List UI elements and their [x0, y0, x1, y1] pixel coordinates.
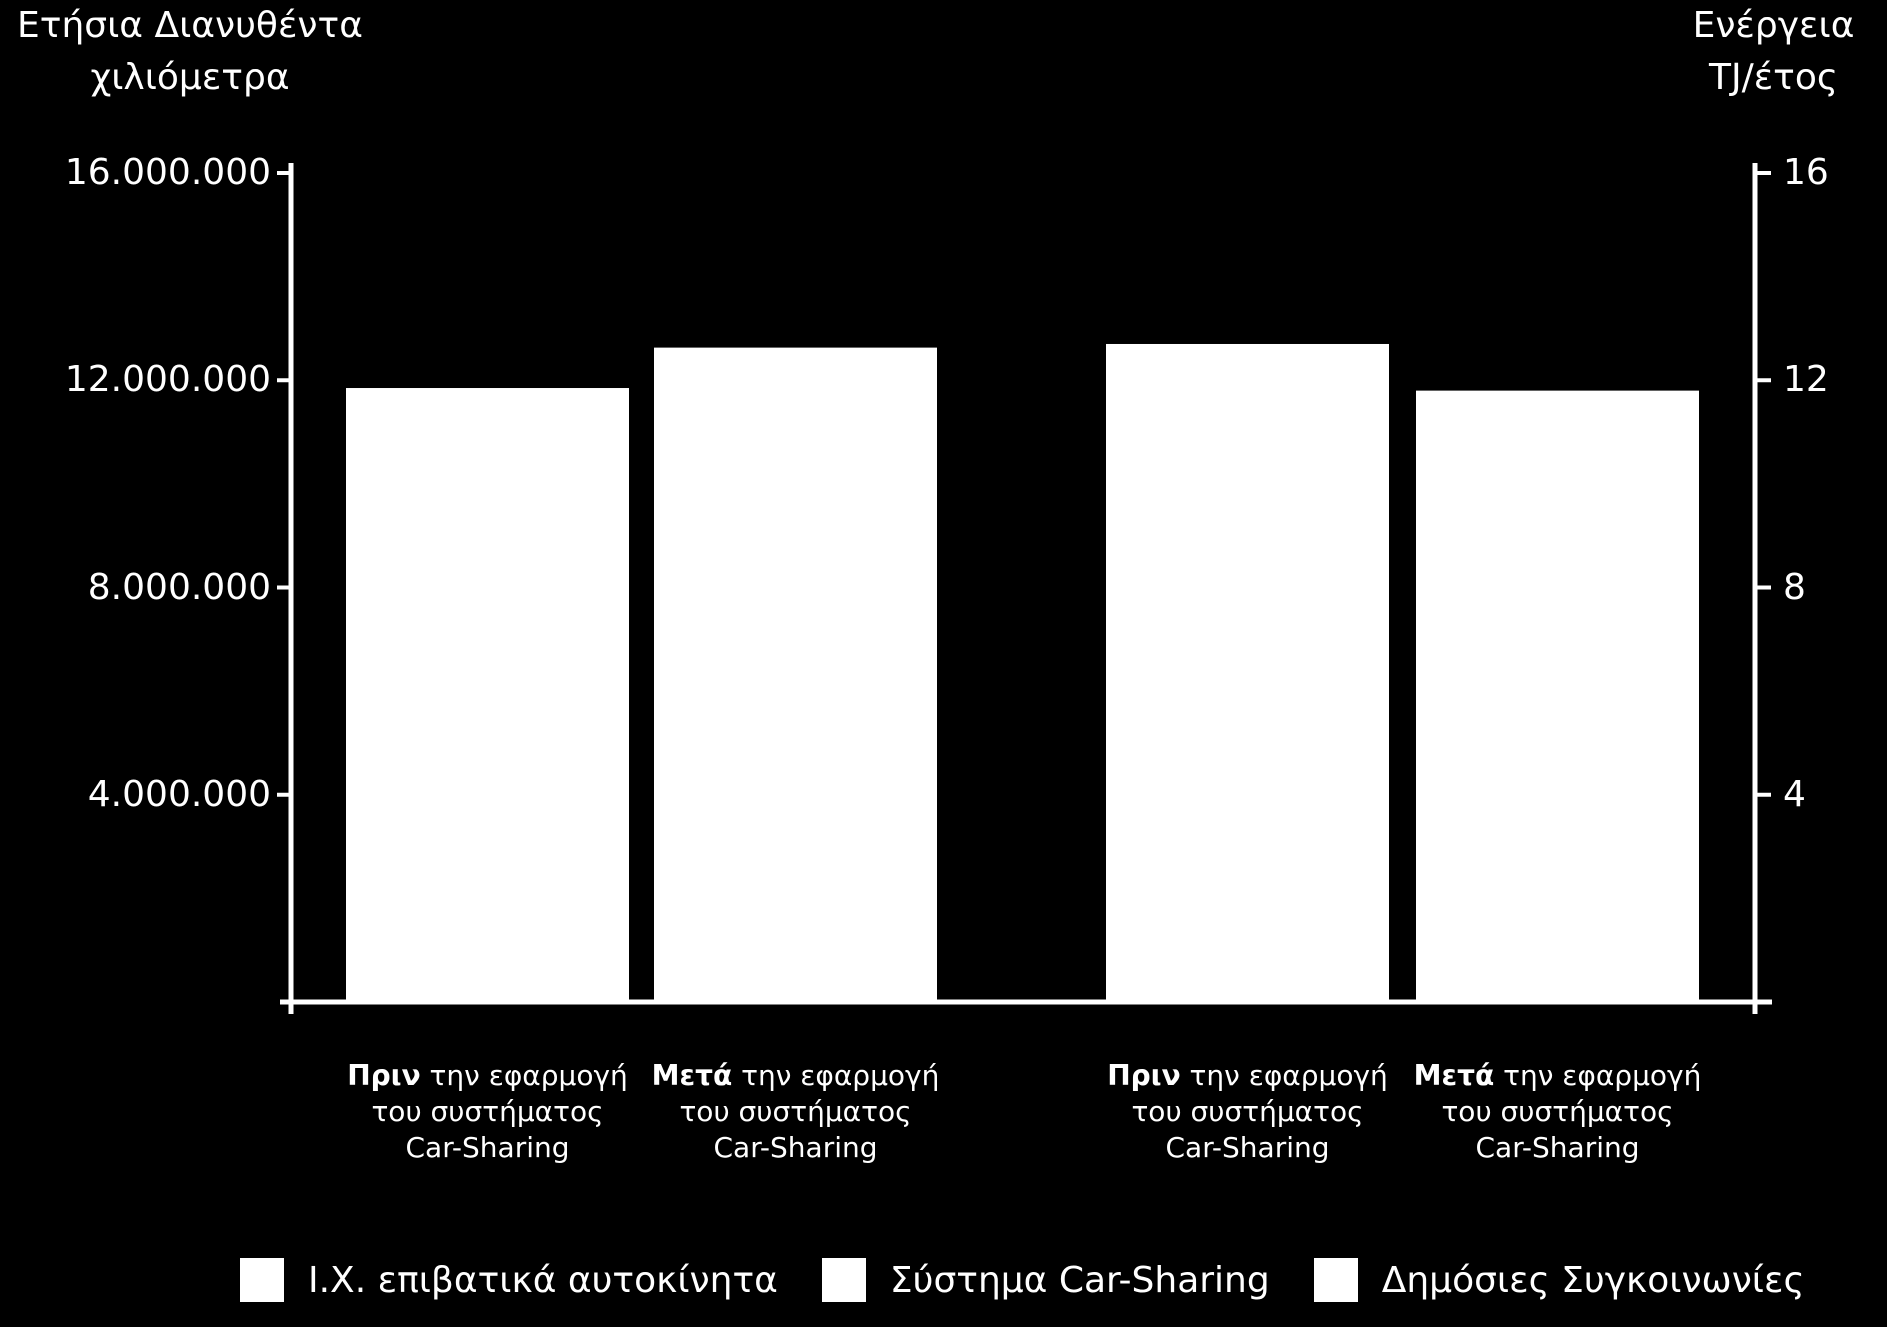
category-label-bold: Πριν: [1107, 1059, 1181, 1092]
category-label-text: την εφαρμογή: [420, 1059, 628, 1092]
bar: [1106, 343, 1389, 1002]
category-label: Πριν την εφαρμογή του συστήματος Car-Sha…: [318, 1058, 658, 1166]
left-axis-tick-label: 8.000.000: [87, 566, 271, 608]
legend-label: Ι.Χ. επιβατικά αυτοκίνητα: [308, 1259, 778, 1301]
right-axis-tick-label: 4: [1783, 773, 1806, 815]
legend-swatch: [1313, 1258, 1358, 1302]
category-label-bold: Πριν: [347, 1059, 421, 1092]
category-label-text: την εφαρμογή: [732, 1059, 940, 1092]
legend-swatch: [821, 1258, 866, 1302]
left-axis-tick-label: 12.000.000: [64, 359, 271, 401]
legend: Ι.Χ. επιβατικά αυτοκίνητα Σύστημα Car-Sh…: [240, 1258, 1849, 1302]
legend-label: Δημόσιες Συγκοινωνίες: [1381, 1259, 1805, 1301]
category-label-text: Car-Sharing: [1165, 1131, 1330, 1164]
category-label-text: την εφαρμογή: [1180, 1059, 1388, 1092]
left-axis-title-line: Ετήσια Διανυθέντα: [17, 5, 363, 46]
legend-item: Ι.Χ. επιβατικά αυτοκίνητα: [240, 1258, 778, 1302]
category-label-text: Car-Sharing: [713, 1131, 878, 1164]
category-label-text: Car-Sharing: [1475, 1131, 1640, 1164]
right-axis-tick-label: 16: [1783, 152, 1829, 193]
bar: [654, 347, 937, 1002]
category-label-text: του συστήματος: [1131, 1095, 1364, 1128]
category-label-text: την εφαρμογή: [1494, 1059, 1702, 1092]
legend-label: Σύστημα Car-Sharing: [889, 1259, 1270, 1301]
category-label-bold: Μετά: [1413, 1059, 1495, 1092]
legend-item: Σύστημα Car-Sharing: [821, 1258, 1270, 1302]
bar: [1416, 390, 1699, 1002]
category-label-bold: Μετά: [651, 1059, 733, 1092]
category-label-text: Car-Sharing: [405, 1131, 570, 1164]
category-label: Μετά την εφαρμογή του συστήματος Car-Sha…: [1388, 1058, 1728, 1166]
category-label-text: του συστήματος: [679, 1095, 912, 1128]
category-label-text: του συστήματος: [371, 1095, 604, 1128]
category-label: Πριν την εφαρμογή του συστήματος Car-Sha…: [1078, 1058, 1418, 1166]
legend-swatch: [240, 1258, 284, 1302]
right-axis-title-line: TJ/έτος: [1708, 57, 1839, 98]
right-axis-title-line: Ενέργεια: [1692, 5, 1855, 46]
legend-item: Δημόσιες Συγκοινωνίες: [1313, 1258, 1805, 1302]
left-axis-title: Ετήσια Διανυθέντα χιλιόμετρα: [10, 0, 370, 104]
category-label-text: του συστήματος: [1441, 1095, 1674, 1128]
left-axis-title-line: χιλιόμετρα: [90, 57, 290, 98]
right-axis-title: Ενέργεια TJ/έτος: [1660, 0, 1887, 104]
left-axis-tick-label: 16.000.000: [64, 152, 271, 193]
left-axis-tick-label: 4.000.000: [87, 773, 271, 815]
category-label: Μετά την εφαρμογή του συστήματος Car-Sha…: [626, 1058, 966, 1166]
bar: [346, 388, 629, 1003]
right-axis-tick-label: 12: [1783, 359, 1829, 401]
right-axis-tick-label: 8: [1783, 566, 1806, 608]
